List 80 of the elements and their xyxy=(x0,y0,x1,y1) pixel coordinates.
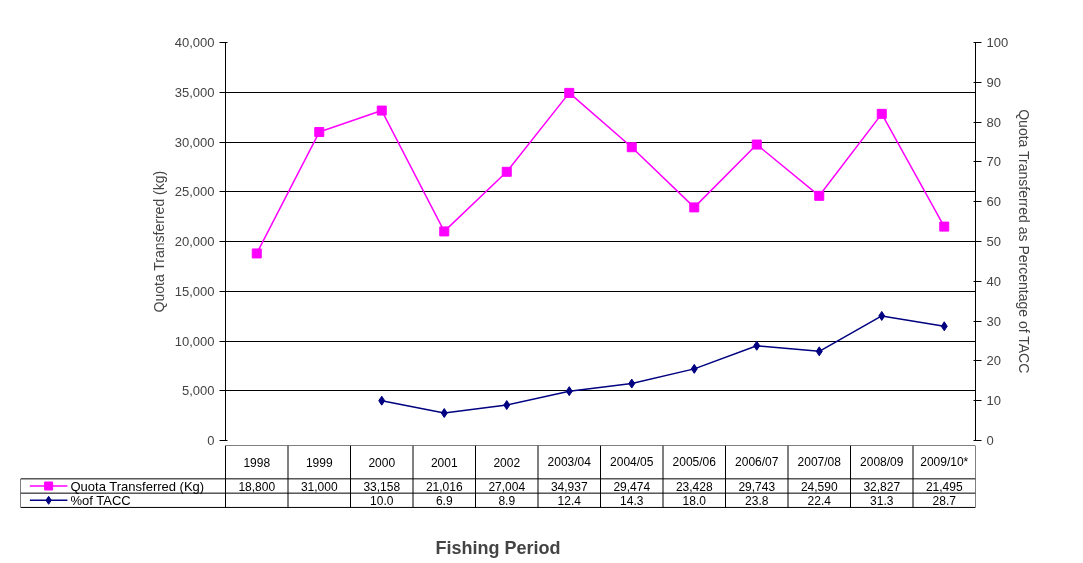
point xyxy=(815,346,823,357)
x-tick-label: 2008/09 xyxy=(860,455,904,470)
legend-label: Quota Transferred (Kg) xyxy=(70,478,205,494)
data-label: 31,000 xyxy=(300,479,338,494)
x-tick-label: 1999 xyxy=(305,455,333,470)
data-label: 21,016 xyxy=(425,479,463,494)
data-label: 29,743 xyxy=(738,479,776,494)
data-label: 33,158 xyxy=(363,479,401,494)
data-label: 18.0 xyxy=(682,493,707,508)
point xyxy=(564,87,575,98)
point xyxy=(501,166,512,177)
data-label: 24,590 xyxy=(800,479,838,494)
y2-tick-label: 10 xyxy=(986,393,1001,409)
data-label: 29,474 xyxy=(613,479,651,494)
y2-tick-label: 50 xyxy=(986,234,1001,249)
y-tick-label: 20,000 xyxy=(174,234,215,249)
y2-tick-label: 40 xyxy=(986,273,1001,289)
data-label: 27,004 xyxy=(488,479,526,494)
y2-tick-label: 90 xyxy=(986,74,1001,90)
y-tick-label: 35,000 xyxy=(174,84,215,100)
point xyxy=(751,139,762,150)
y-tick-label: 10,000 xyxy=(174,333,215,349)
x-tick-label: 2001 xyxy=(430,455,458,470)
point xyxy=(689,202,700,213)
x-tick-label: 1998 xyxy=(243,455,271,470)
point xyxy=(878,310,886,321)
point xyxy=(753,340,761,351)
x-tick-label: 2007/08 xyxy=(797,455,842,470)
y2-tick-label: 20 xyxy=(986,353,1001,369)
y-tick-label: 40,000 xyxy=(174,35,215,50)
data-label: 22.4 xyxy=(807,493,832,508)
point xyxy=(876,108,887,119)
point xyxy=(939,221,950,232)
data-label: 23.8 xyxy=(745,493,769,508)
data-label: 8.9 xyxy=(498,493,516,508)
data-label: 23,428 xyxy=(675,479,713,494)
data-label: 28.7 xyxy=(932,493,957,508)
y-tick-label: 5,000 xyxy=(181,383,215,399)
x-axis-title: Fishing Period xyxy=(435,537,561,558)
point xyxy=(314,127,325,138)
x-tick-label: 2005/06 xyxy=(672,455,717,470)
data-label: 21,495 xyxy=(925,479,963,494)
point xyxy=(628,378,636,389)
y2-tick-label: 30 xyxy=(986,313,1001,329)
y-tick-label: 0 xyxy=(207,433,215,448)
x-tick-label: 2004/05 xyxy=(610,455,654,470)
data-label: 14.3 xyxy=(620,493,644,508)
data-label: 18,800 xyxy=(238,479,276,494)
x-tick-label: 2002 xyxy=(493,455,521,470)
point xyxy=(814,190,825,201)
point xyxy=(376,105,387,116)
data-label: 6.9 xyxy=(435,493,453,508)
point xyxy=(439,226,450,237)
y2-tick-label: 70 xyxy=(986,154,1001,170)
point xyxy=(565,386,573,397)
y-tick-label: 30,000 xyxy=(174,134,215,150)
x-tick-label: 2009/10* xyxy=(920,455,969,470)
data-label: 10.0 xyxy=(370,493,394,508)
y2-tick-label: 0 xyxy=(986,433,994,448)
x-tick-label: 2003/04 xyxy=(547,455,592,470)
data-label: 32,827 xyxy=(863,479,901,494)
y-tick-label: 25,000 xyxy=(174,184,215,200)
x-tick-label: 2000 xyxy=(368,455,396,470)
x-tick-label: 2006/07 xyxy=(735,455,779,470)
point xyxy=(251,248,262,259)
point xyxy=(440,408,448,419)
y2-axis-title: Quota Transferred as Percentage of TACC xyxy=(1016,109,1033,374)
y-tick-label: 15,000 xyxy=(174,283,215,299)
point xyxy=(626,142,637,153)
data-label: 12.4 xyxy=(557,493,582,508)
y2-tick-label: 60 xyxy=(986,194,1001,210)
point xyxy=(940,321,948,332)
y2-tick-label: 100 xyxy=(986,35,1009,50)
y-axis-title: Quota Transferred (kg) xyxy=(150,170,167,313)
y2-tick-label: 80 xyxy=(986,114,1001,130)
point xyxy=(378,395,386,406)
point xyxy=(503,400,511,411)
data-label: 34,937 xyxy=(550,479,588,494)
data-label: 31.3 xyxy=(870,493,894,508)
point xyxy=(690,363,698,374)
